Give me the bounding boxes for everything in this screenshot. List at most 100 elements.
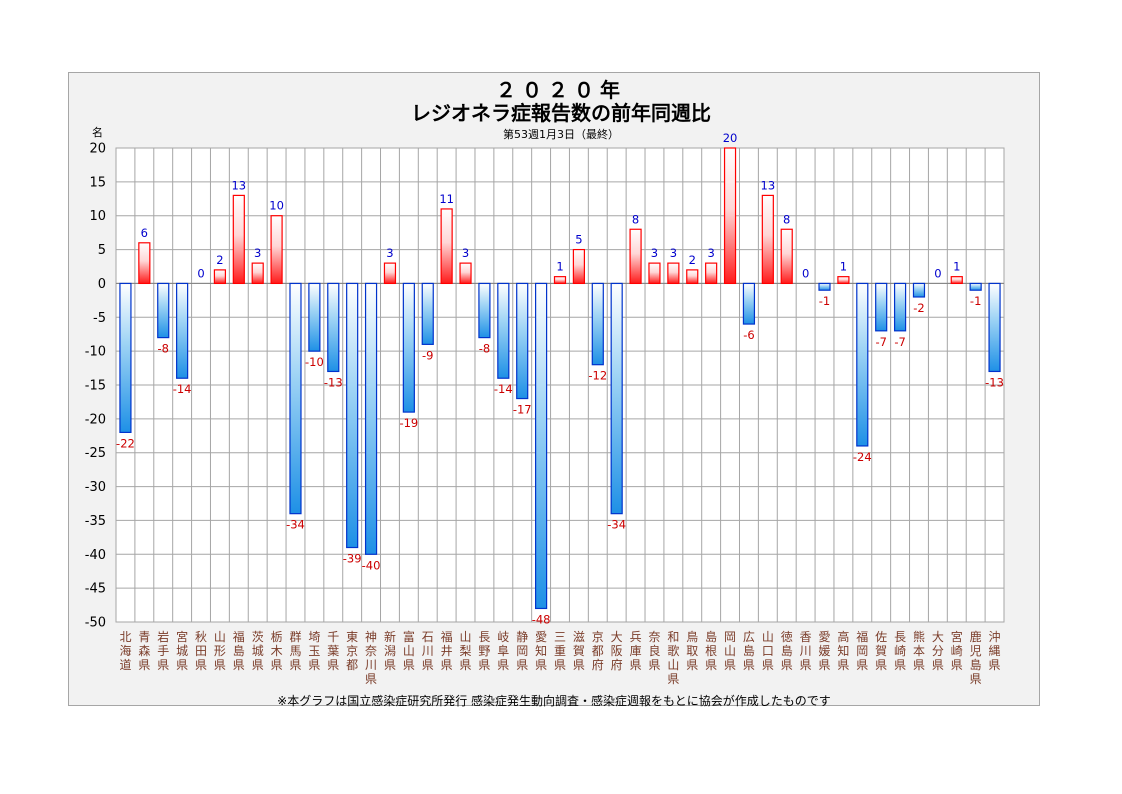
data-label: -1: [970, 294, 981, 308]
y-tick-label: -25: [85, 446, 106, 461]
data-label: 10: [269, 199, 284, 213]
x-tick-label: 富山県: [403, 629, 415, 672]
bar: [686, 269, 699, 285]
x-tick-label: 滋賀県: [573, 630, 585, 672]
bar: [308, 282, 321, 352]
y-tick-label: 15: [89, 175, 106, 190]
data-label: 3: [707, 246, 714, 260]
data-label: 0: [197, 266, 204, 280]
bar: [364, 282, 378, 555]
x-tick-label: 青森県: [138, 630, 150, 672]
y-tick-label: -5: [93, 311, 106, 326]
x-tick-label: 熊本県: [913, 629, 925, 672]
bar: [251, 262, 264, 285]
bar: [572, 248, 585, 285]
y-tick-label: -20: [85, 412, 106, 427]
x-tick-label: 石川県: [422, 630, 434, 672]
y-tick-label: -10: [85, 345, 106, 360]
y-tick-label: -15: [85, 379, 106, 394]
data-label: 8: [783, 212, 790, 226]
data-label: -34: [286, 518, 305, 532]
x-tick-label: 宮崎県: [951, 629, 963, 672]
x-tick-label: 福島県: [233, 629, 245, 672]
x-tick-label: 福井県: [441, 629, 453, 672]
x-tick-label: 島根県: [705, 629, 717, 672]
bar: [893, 282, 907, 332]
x-tick-label: 長野県: [478, 630, 490, 672]
x-tick-label: 埼玉県: [308, 630, 320, 672]
data-label: -14: [494, 382, 513, 396]
x-tick-label: 三重県: [554, 630, 566, 672]
bar: [742, 282, 756, 325]
data-label: 0: [934, 266, 941, 280]
data-label: -24: [853, 450, 872, 464]
chart-title: レジオネラ症報告数の前年同週比: [411, 101, 711, 125]
x-tick-label: 長崎県: [894, 630, 906, 672]
x-tick-label: 茨城県: [252, 630, 264, 672]
data-label: -12: [588, 369, 607, 383]
data-label: 3: [651, 246, 658, 260]
bar: [270, 215, 283, 285]
chart-title-year: ２０２０年: [496, 78, 626, 102]
data-label: 3: [386, 246, 393, 260]
bar: [402, 282, 415, 413]
y-tick-label: -45: [85, 582, 106, 597]
bar: [459, 262, 472, 285]
x-tick-label: 新潟県: [384, 629, 396, 672]
x-axis: 北海道青森県岩手県宮城県秋田県山形県福島県茨城県栃木県群馬県埼玉県千葉県東京都神…: [119, 629, 1000, 686]
data-label: 3: [462, 246, 469, 260]
grid-lines: [115, 147, 1005, 623]
data-label: -8: [157, 342, 168, 356]
x-tick-label: 広島県: [743, 630, 755, 672]
bar: [610, 282, 623, 515]
chart-footnote: ※本グラフは国立感染症研究所発行 感染症発生動向調査・感染症週報をもとに協会が作…: [277, 694, 831, 708]
data-label: 6: [141, 226, 148, 240]
data-label: 0: [802, 266, 809, 280]
x-tick-label: 岐阜県: [497, 630, 509, 672]
bar: [705, 262, 718, 285]
data-label: -1: [819, 294, 830, 308]
x-tick-label: 群馬県: [289, 630, 301, 672]
data-label: -40: [362, 558, 381, 572]
bar: [780, 228, 793, 285]
bar: [591, 282, 604, 366]
data-label: -6: [743, 328, 754, 342]
bar: [969, 282, 982, 291]
bar: [856, 282, 869, 447]
bars: [119, 147, 1001, 610]
data-label: 8: [632, 212, 639, 226]
data-label: -8: [479, 342, 490, 356]
chart-subtitle: 第53週1月3日（最終）: [503, 128, 619, 141]
bar: [383, 262, 397, 285]
y-tick-label: 0: [98, 277, 106, 292]
bar: [232, 194, 245, 285]
bar: [440, 208, 453, 285]
bar: [176, 282, 189, 379]
x-tick-label: 山口県: [762, 630, 774, 672]
data-label: 5: [575, 233, 582, 247]
data-label: -14: [173, 382, 192, 396]
data-label: -22: [116, 436, 135, 450]
x-tick-label: 秋田県: [195, 630, 207, 672]
data-label: -19: [399, 416, 418, 430]
data-label: -10: [305, 355, 324, 369]
bar: [421, 282, 434, 345]
data-label: 1: [840, 260, 847, 274]
data-label: 2: [689, 253, 696, 267]
x-tick-label: 北海道: [119, 630, 131, 672]
bar: [950, 276, 963, 285]
x-tick-label: 佐賀県: [875, 630, 887, 672]
data-label: -13: [324, 375, 343, 389]
x-tick-label: 京都府: [592, 630, 604, 672]
data-label: 11: [439, 192, 454, 206]
data-label: -9: [422, 348, 433, 362]
x-tick-label: 福岡県: [856, 629, 868, 672]
y-tick-label: -35: [85, 514, 106, 529]
bar: [629, 228, 642, 285]
data-label: 1: [953, 260, 960, 274]
x-tick-label: 栃木県: [271, 630, 283, 672]
bar: [119, 282, 132, 433]
x-tick-label: 大分県: [932, 630, 944, 672]
bar: [837, 276, 850, 285]
